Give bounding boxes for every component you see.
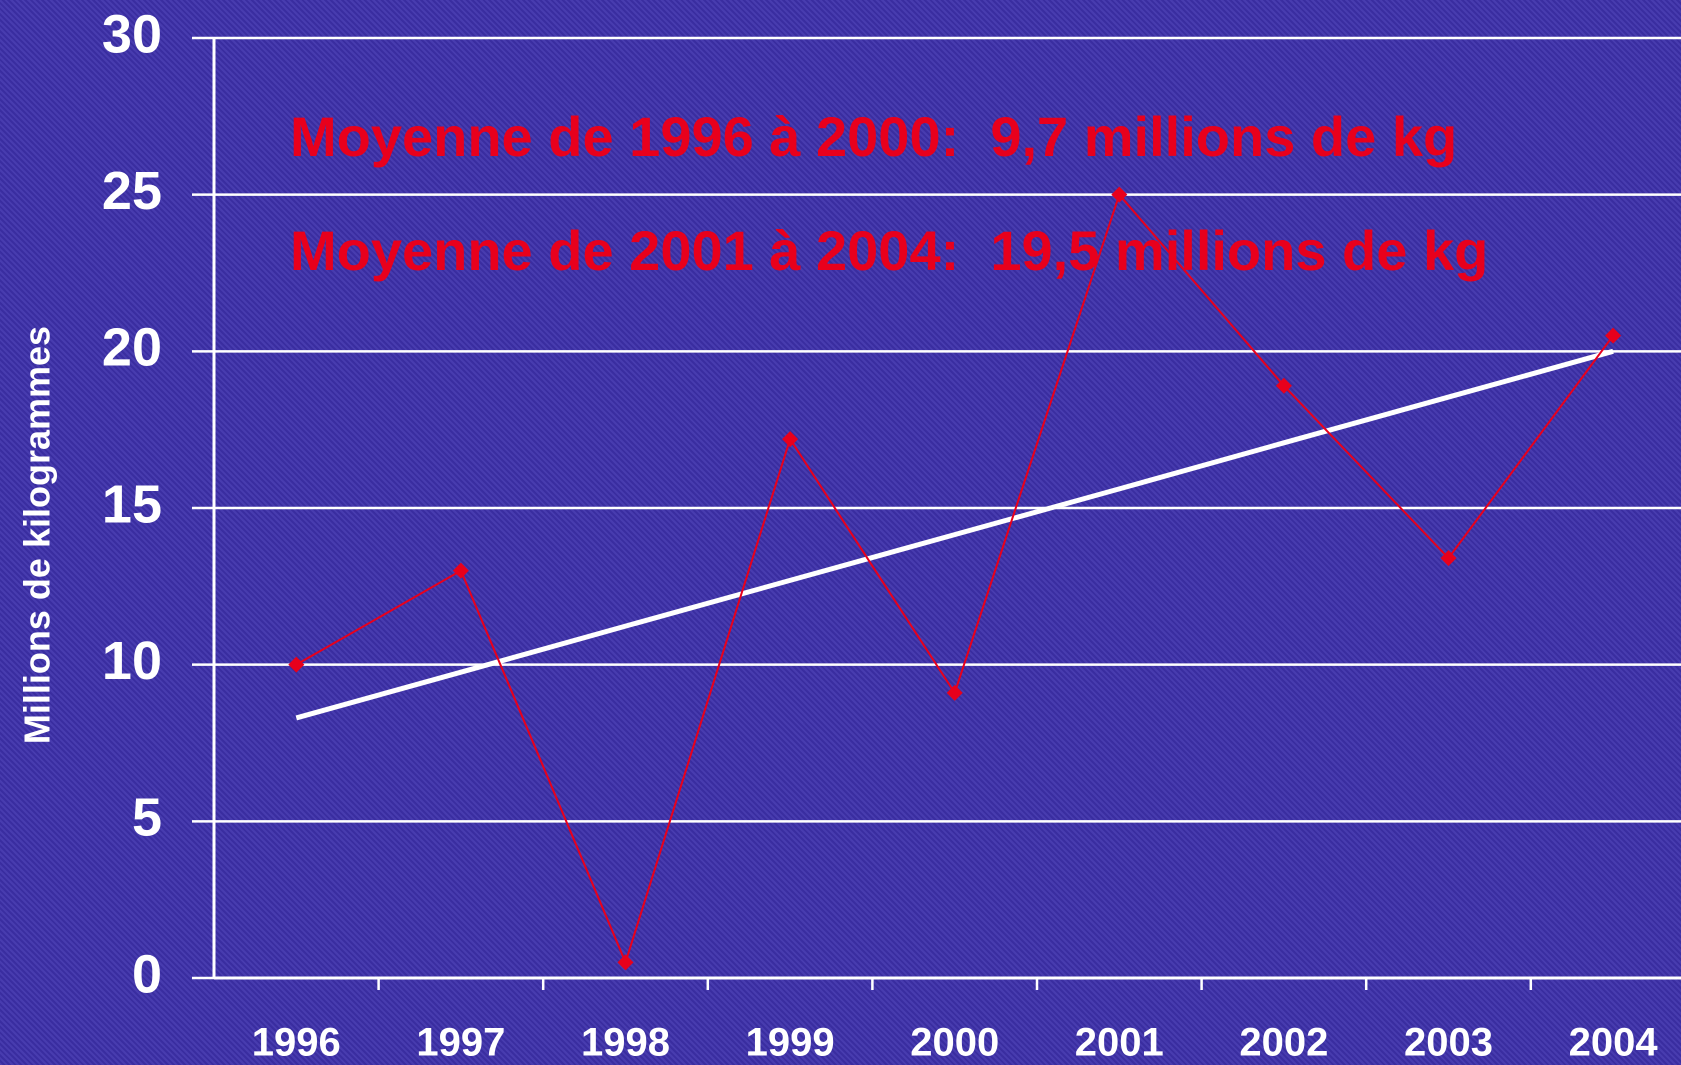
x-tick-label: 2003 [1404, 1021, 1493, 1065]
marker [1605, 327, 1622, 344]
marker [288, 656, 305, 673]
x-tick-label: 1996 [252, 1021, 341, 1065]
y-tick-label: 20 [102, 318, 162, 378]
y-tick-label: 10 [102, 631, 162, 691]
series-line [295, 192, 1614, 966]
y-tick-label: 15 [102, 474, 162, 534]
y-tick-label: 5 [132, 788, 162, 848]
annotation: Moyenne de 2001 à 2004: 19,5 millions de… [290, 219, 1488, 282]
marker [946, 684, 963, 701]
x-tick-label: 1997 [416, 1021, 505, 1065]
marker [1275, 377, 1292, 394]
y-tick-label: 0 [132, 944, 162, 1004]
y-tick-label: 25 [102, 161, 162, 221]
marker [1111, 186, 1128, 203]
marker [782, 431, 799, 448]
series-line [295, 348, 1614, 721]
x-tick-label: 1998 [581, 1021, 670, 1065]
marker [617, 954, 634, 971]
y-axis-title: Millions de kilogrammes [17, 326, 58, 744]
x-tick-label: 1999 [746, 1021, 835, 1065]
marker [1440, 550, 1457, 567]
x-tick-label: 2004 [1569, 1021, 1659, 1065]
x-tick-label: 2001 [1075, 1021, 1164, 1065]
marker [452, 562, 469, 579]
annotation: Moyenne de 1996 à 2000: 9,7 millions de … [290, 105, 1457, 168]
x-tick-label: 2000 [910, 1021, 999, 1065]
y-tick-label: 30 [102, 4, 162, 64]
x-tick-label: 2002 [1239, 1021, 1328, 1065]
